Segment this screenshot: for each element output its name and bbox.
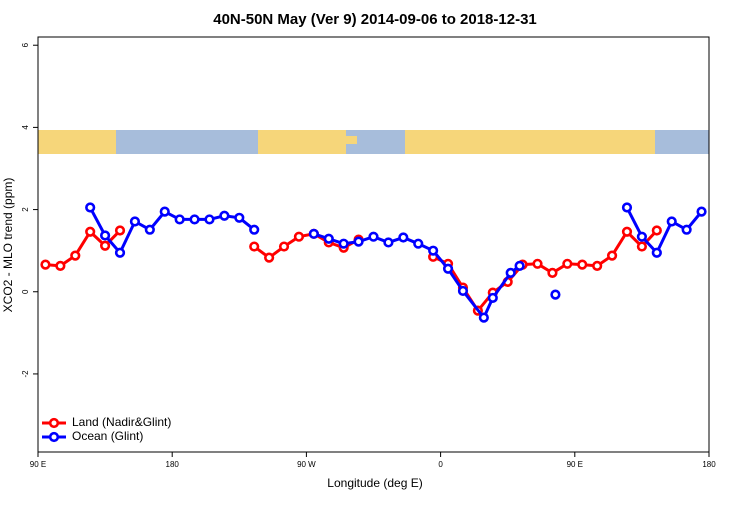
legend-marker <box>48 431 60 443</box>
point <box>666 216 677 227</box>
point <box>621 226 633 237</box>
point <box>204 214 215 225</box>
point <box>428 245 439 256</box>
point <box>338 238 349 249</box>
point <box>457 285 469 297</box>
point <box>636 231 648 242</box>
point <box>85 202 96 213</box>
point <box>114 247 126 258</box>
point <box>577 259 588 270</box>
legend-marker <box>48 417 60 429</box>
point <box>144 224 155 235</box>
x-tick-label: 90 E <box>567 460 583 469</box>
point <box>398 232 409 243</box>
x-tick-label: 180 <box>166 460 180 469</box>
point <box>505 267 516 278</box>
point <box>129 216 141 227</box>
point <box>323 233 334 244</box>
point <box>368 231 379 242</box>
point <box>514 260 525 271</box>
point <box>592 260 603 271</box>
point <box>159 206 170 217</box>
point <box>621 202 633 213</box>
point <box>114 225 126 236</box>
y-tick-label: 4 <box>21 125 30 130</box>
point <box>99 240 111 251</box>
point <box>562 258 573 269</box>
point <box>234 212 245 223</box>
point <box>547 267 558 278</box>
point <box>293 231 305 242</box>
point <box>99 230 111 241</box>
point <box>85 226 96 237</box>
point <box>606 250 618 261</box>
y-axis-label: XCO2 - MLO trend (ppm) <box>1 178 15 313</box>
map-band <box>38 130 709 154</box>
point <box>55 260 66 271</box>
point <box>249 224 260 235</box>
plot-frame <box>37 36 710 453</box>
y-tick-label: -2 <box>21 370 30 378</box>
x-tick-label: 180 <box>702 460 716 469</box>
point <box>478 312 489 323</box>
x-tick-label: 90 E <box>30 460 46 469</box>
point <box>442 263 454 274</box>
point <box>636 241 648 252</box>
point <box>219 210 230 221</box>
point <box>189 214 200 225</box>
point <box>249 241 260 252</box>
chart-title: 40N-50N May (Ver 9) 2014-09-06 to 2018-1… <box>213 11 537 28</box>
point <box>40 259 51 270</box>
y-tick-label: 6 <box>21 42 30 47</box>
point <box>70 250 81 261</box>
x-tick-label: 90 W <box>297 460 316 469</box>
y-tick-label: 2 <box>21 207 30 212</box>
point <box>487 292 498 304</box>
point <box>383 237 394 248</box>
point <box>308 228 319 239</box>
point <box>651 247 662 258</box>
point <box>550 289 561 300</box>
point <box>174 214 185 225</box>
y-tick-label: 0 <box>21 289 30 294</box>
series-line <box>88 206 703 321</box>
point <box>278 241 290 252</box>
point <box>264 252 275 263</box>
x-tick-label: 0 <box>438 460 443 469</box>
point <box>413 238 424 249</box>
point <box>353 236 364 247</box>
point <box>696 206 707 217</box>
legend-label: Ocean (Glint) <box>72 429 143 443</box>
point <box>651 225 662 236</box>
x-axis-label: Longitude (deg E) <box>327 476 422 490</box>
point <box>681 224 692 235</box>
point <box>532 258 543 269</box>
legend-label: Land (Nadir&Glint) <box>72 415 171 429</box>
